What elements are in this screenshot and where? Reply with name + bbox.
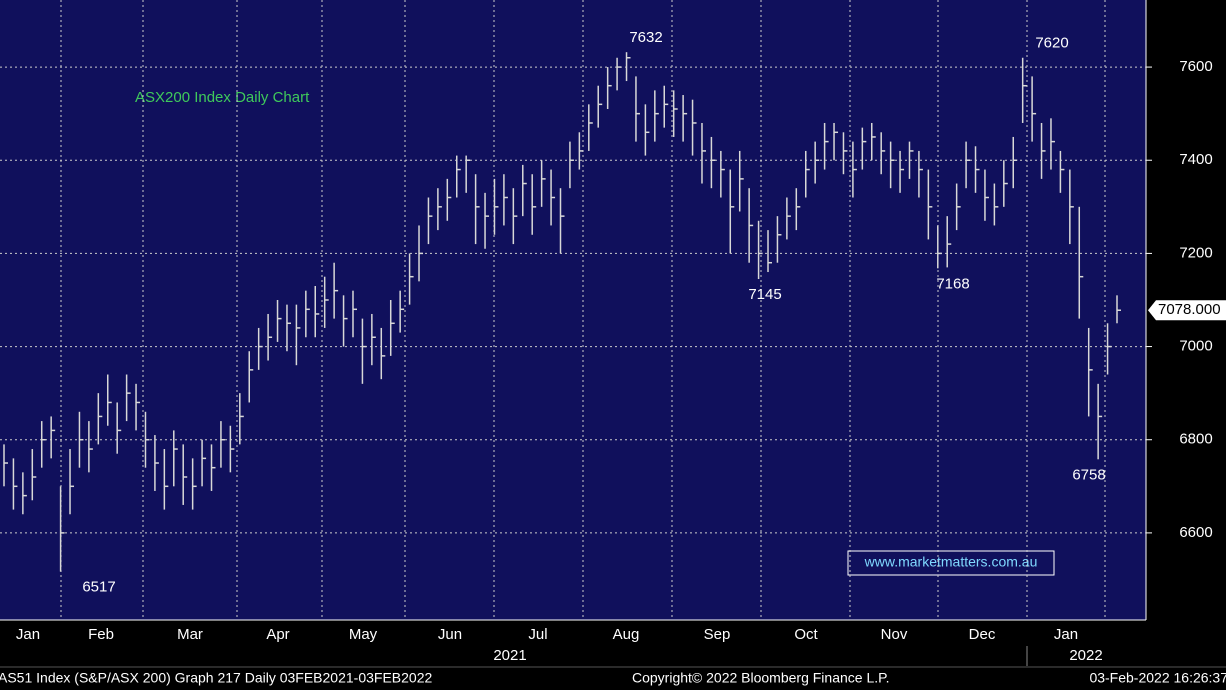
x-tick-label: Sep — [704, 626, 731, 643]
x-tick-label: Nov — [881, 626, 908, 643]
x-tick-label: Oct — [794, 626, 818, 643]
x-tick-label: Aug — [613, 626, 640, 643]
watermark-box — [847, 550, 1055, 576]
x-tick-label: Jan — [16, 626, 40, 643]
annotation: 7620 — [1035, 35, 1068, 52]
y-tick-label: 6800 — [1179, 431, 1212, 448]
x-tick-label: Mar — [177, 626, 203, 643]
annotation: 7168 — [936, 275, 969, 292]
footer-right: 03-Feb-2022 16:26:37 — [1089, 670, 1226, 686]
x-tick-label: Dec — [969, 626, 996, 643]
x-tick-label: Apr — [266, 626, 289, 643]
y-tick-label: 7400 — [1179, 151, 1212, 168]
year-label: 2021 — [493, 647, 526, 664]
x-tick-label: Feb — [88, 626, 114, 643]
y-tick-label: 7200 — [1179, 244, 1212, 261]
y-tick-label: 7600 — [1179, 58, 1212, 75]
year-label: 2022 — [1069, 647, 1102, 664]
last-price-label: 7078.000 — [1158, 301, 1221, 318]
watermark: www.marketmatters.com.au — [864, 554, 1038, 570]
x-tick-label: Jan — [1054, 626, 1078, 643]
chart-title: ASX200 Index Daily Chart — [135, 89, 310, 106]
last-price-box — [1148, 300, 1226, 321]
y-tick-label: 7000 — [1179, 338, 1212, 355]
annotation: 7632 — [629, 29, 662, 46]
footer-left: AS51 Index (S&P/ASX 200) Graph 217 Daily… — [0, 670, 432, 686]
x-tick-label: Jun — [438, 626, 462, 643]
annotation: 6517 — [82, 579, 115, 596]
x-tick-label: May — [349, 626, 378, 643]
footer-center: Copyright© 2022 Bloomberg Finance L.P. — [632, 670, 890, 686]
plot-area — [0, 0, 1146, 620]
annotation: 6758 — [1072, 466, 1105, 483]
x-tick-label: Jul — [528, 626, 547, 643]
y-tick-label: 6600 — [1179, 524, 1212, 541]
annotation: 7145 — [748, 286, 781, 303]
